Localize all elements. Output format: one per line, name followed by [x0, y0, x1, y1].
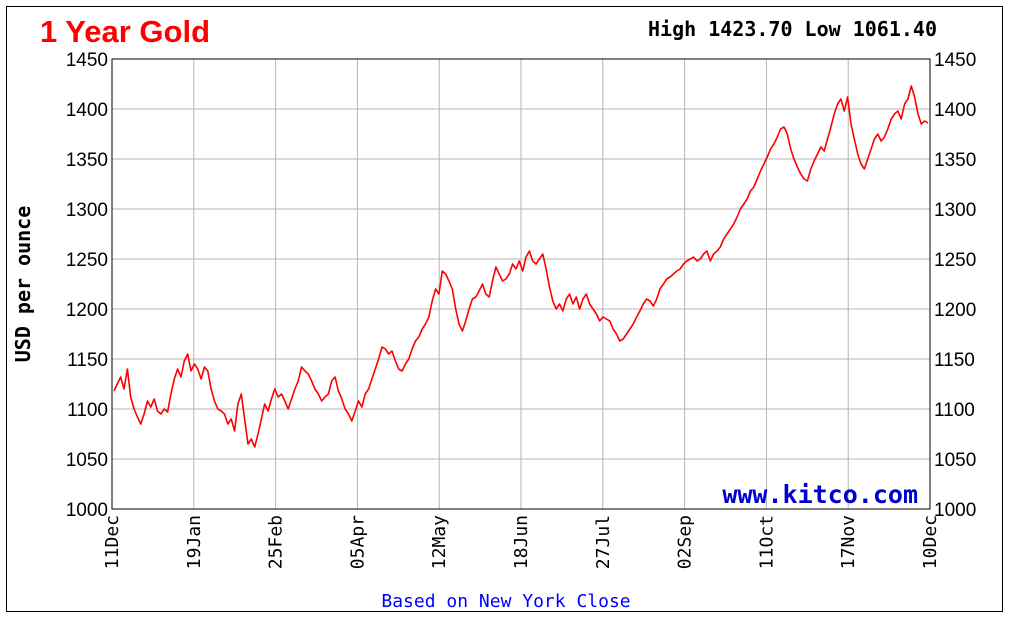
y-tick-label-right: 1200: [934, 300, 976, 321]
y-tick-labels-left: 1000 1050 1100 1150 1200 1250 1300 1350 1400 1450: [66, 50, 108, 521]
y-tick-label-right: 1300: [934, 200, 976, 221]
y-tick-label: 1300: [66, 200, 108, 221]
y-tick-label: 1400: [66, 100, 108, 121]
plot-frame: [111, 58, 931, 510]
y-tick-labels-right: 1000 1050 1100 1150 1200 1250 1300 1350 1400 1450: [934, 50, 976, 521]
x-tick-label: 11Dec: [102, 515, 123, 569]
y-tick-label-right: 1350: [934, 150, 976, 171]
y-axis-label: USD per ounce: [11, 206, 35, 363]
y-tick-label-right: 1100: [934, 400, 975, 421]
y-tick-label: 1250: [66, 250, 108, 271]
y-tick-label-right: 1250: [934, 250, 976, 271]
y-tick-label: 1000: [66, 500, 108, 521]
y-tick-label: 1200: [66, 300, 108, 321]
y-tick-label: 1450: [66, 50, 108, 71]
y-tick-label-right: 1000: [934, 500, 976, 521]
y-tick-label-right: 1450: [934, 50, 976, 71]
x-tick-label: 12May: [429, 515, 450, 569]
y-tick-label-right: 1150: [934, 350, 975, 371]
y-tick-label: 1350: [66, 150, 108, 171]
x-tick-label: 18Jun: [511, 515, 532, 569]
chart-title: 1 Year Gold: [40, 14, 210, 49]
x-tick-label: 27Jul: [593, 515, 614, 569]
watermark: www.kitco.com: [722, 480, 918, 509]
x-tick-label: 19Jan: [184, 515, 205, 569]
footer-note: Based on New York Close: [381, 591, 630, 612]
y-tick-label: 1150: [67, 350, 108, 371]
x-tick-label: 11Oct: [756, 515, 777, 569]
y-tick-label: 1100: [67, 400, 108, 421]
series-line: [113, 85, 929, 448]
x-tick-labels: 11Dec 19Jan 25Feb 05Apr 12May 18Jun 27Jul 02Sep…: [102, 515, 941, 569]
x-tick-label: 17Nov: [838, 515, 859, 569]
x-tick-label: 25Feb: [266, 515, 287, 569]
y-tick-label-right: 1400: [934, 100, 976, 121]
x-tick-label: 05Apr: [347, 515, 368, 569]
y-tick-label-right: 1050: [934, 450, 976, 471]
y-tick-label: 1050: [66, 450, 108, 471]
high-low-label: High 1423.70 Low 1061.40: [648, 17, 937, 41]
x-tick-label: 02Sep: [675, 515, 696, 569]
x-tick-label: 10Dec: [920, 515, 941, 569]
